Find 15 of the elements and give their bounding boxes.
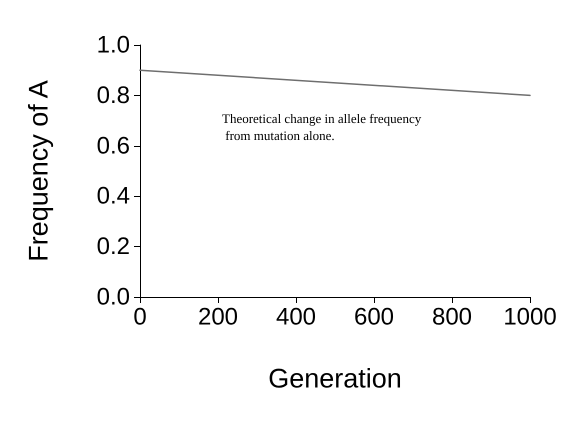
x-tick-label: 800 — [432, 304, 472, 330]
x-tick-label: 200 — [198, 304, 238, 330]
y-tick-label: 0.2 — [96, 233, 130, 260]
x-tick-label: 600 — [354, 304, 394, 330]
y-tick-label: 0.6 — [96, 132, 130, 160]
y-axis-title: Frequency of A — [24, 80, 54, 262]
y-tick-label: 0.4 — [96, 182, 130, 210]
y-tick-label: 0.0 — [96, 284, 130, 310]
annotation: Theoretical change in allele frequency from mutation alone. — [222, 111, 422, 143]
x-axis-title: Generation — [268, 364, 402, 394]
y-tick-label: 0.8 — [96, 82, 130, 109]
x-tick-label: 400 — [276, 304, 316, 330]
x-tick-label: 0 — [133, 304, 147, 330]
x-tick-label: 1000 — [503, 304, 557, 330]
y-tick-label: 1.0 — [96, 32, 130, 58]
